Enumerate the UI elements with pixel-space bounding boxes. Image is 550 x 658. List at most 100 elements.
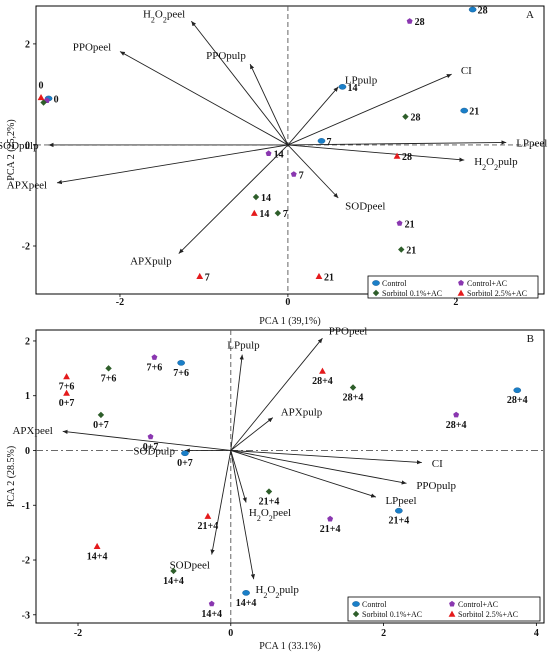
point-label: 14 — [261, 193, 271, 204]
y-tick-label: 0 — [25, 446, 30, 457]
loading-label: SODpulp — [133, 445, 175, 457]
data-point — [170, 567, 177, 575]
y-tick-label: 0 — [25, 140, 30, 151]
point-label: 0+7 — [177, 458, 193, 469]
loading-arrow — [62, 429, 231, 451]
point-label: 28+4 — [507, 395, 528, 406]
legend-marker — [352, 601, 360, 607]
y-tick-label: 2 — [25, 336, 30, 347]
data-point — [63, 373, 70, 380]
loading-arrow — [178, 144, 289, 254]
data-point — [151, 354, 158, 360]
data-point — [208, 600, 215, 607]
loading-arrow — [230, 337, 323, 451]
loading-label: H2O2peel — [249, 507, 291, 523]
point-label: 0+7 — [93, 420, 109, 431]
x-tick-label: -2 — [116, 297, 124, 308]
data-point — [396, 220, 403, 226]
loading-label: APXpulp — [130, 256, 172, 268]
data-point — [402, 113, 409, 120]
point-label: 14 — [259, 209, 269, 220]
legend-box — [367, 275, 539, 299]
legend-label: Control — [382, 279, 407, 288]
panel-letter: B — [527, 333, 534, 345]
x-tick-label: 0 — [285, 297, 290, 308]
point-label: 14+4 — [236, 598, 257, 609]
legend-marker — [449, 600, 455, 607]
data-point — [319, 367, 326, 374]
point-label: 21 — [405, 219, 415, 230]
data-point — [274, 209, 282, 217]
data-point — [317, 138, 326, 144]
data-point — [393, 152, 401, 159]
legend: Control Control+AC Sorbitol 0.1%+AC Sorbito… — [347, 596, 541, 622]
loading-label: APXpeel — [12, 425, 52, 437]
point-label: 28 — [410, 113, 420, 124]
point-label: 28+4 — [446, 420, 467, 431]
point-label: 7 — [299, 170, 304, 181]
loading-label: H2O2pulp — [255, 584, 299, 600]
y-tick-label: 2 — [25, 39, 30, 50]
point-label: 7 — [205, 272, 210, 283]
point-label: 14+4 — [87, 551, 108, 562]
data-point — [63, 389, 70, 396]
data-point — [327, 515, 334, 522]
data-point — [398, 246, 405, 253]
loading-arrow — [210, 450, 232, 555]
loading-label: CI — [461, 65, 472, 77]
loading-label: LPpeel — [385, 495, 416, 507]
loading-label: H2O2peel — [143, 8, 185, 24]
data-point — [513, 387, 522, 394]
data-point — [196, 272, 204, 280]
data-point — [147, 433, 154, 440]
point-label: 14+4 — [163, 576, 184, 587]
y-axis-title: PCA 2 (25,2%) — [6, 119, 17, 180]
y-tick-label: 1 — [25, 391, 30, 402]
x-tick-label: 2 — [381, 628, 386, 639]
data-point — [460, 107, 469, 114]
data-point — [265, 150, 272, 156]
point-label: 28+4 — [312, 376, 333, 387]
y-tick-label: -2 — [22, 242, 30, 253]
legend-marker — [458, 279, 464, 286]
loading-label: PPOpulp — [206, 50, 246, 62]
loading-label: APXpeel — [7, 179, 47, 191]
x-axis-title: PCA 1 (33.1%) — [259, 641, 320, 652]
loading-arrow — [230, 354, 244, 451]
legend-marker — [352, 610, 360, 618]
legend-marker — [448, 610, 456, 617]
loading-arrow — [119, 51, 289, 146]
data-point — [290, 171, 297, 177]
data-point — [252, 193, 260, 201]
point-label: 21+4 — [320, 524, 341, 535]
point-label: 7+6 — [59, 382, 75, 393]
data-point — [93, 542, 101, 550]
point-label: 21+4 — [198, 521, 219, 532]
legend-box — [347, 596, 541, 622]
point-label: 21+4 — [389, 516, 410, 527]
point-label: 7+6 — [147, 362, 163, 373]
data-point — [242, 590, 250, 596]
loading-label: PPOpeel — [73, 42, 112, 54]
loading-arrow — [56, 144, 288, 185]
point-label: 7 — [326, 137, 331, 148]
panel-letter: A — [526, 9, 534, 21]
data-point — [395, 507, 403, 514]
loading-arrow — [230, 450, 377, 498]
point-label: 14 — [274, 150, 284, 161]
legend-label: Sorbitol 0.1%+AC — [382, 289, 442, 298]
y-tick-label: -1 — [22, 501, 30, 512]
data-point — [338, 84, 347, 90]
loading-label: SODpeel — [345, 200, 385, 212]
loading-arrow — [287, 140, 507, 146]
legend-marker — [372, 289, 380, 297]
loading-label: PPOpeel — [329, 325, 368, 337]
loading-arrow — [287, 144, 465, 162]
y-tick-label: -3 — [22, 610, 30, 621]
legend-label: Sorbitol 2.5%+AC — [458, 610, 518, 619]
point-label: 28 — [415, 17, 425, 28]
legend-marker — [372, 280, 380, 286]
legend-label: Sorbitol 2.5%+AC — [467, 289, 527, 298]
data-point — [177, 360, 185, 366]
